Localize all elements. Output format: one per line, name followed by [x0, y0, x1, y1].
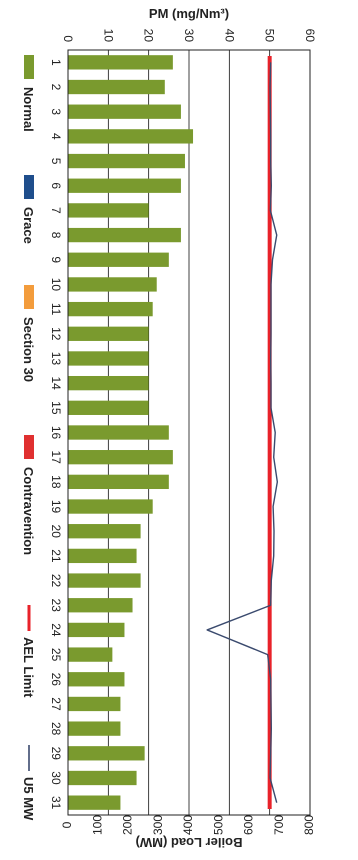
x-tick-label: 27: [49, 697, 63, 711]
y-tick-label: 0: [61, 35, 75, 42]
bar-normal-6: [68, 178, 181, 193]
x-tick-label: 28: [49, 722, 63, 736]
bar-normal-11: [68, 301, 153, 317]
bar-normal-10: [68, 277, 157, 292]
legend-label-u5-mw: U5 MW: [21, 777, 36, 821]
x-tick-label: 6: [49, 182, 63, 189]
x-tick-label: 20: [49, 525, 63, 539]
legend-label-normal: Normal: [21, 87, 36, 132]
x-tick-label: 19: [49, 500, 63, 514]
bar-normal-31: [68, 795, 121, 810]
bar-normal-21: [68, 548, 137, 564]
bar-normal-29: [68, 746, 145, 761]
x-tick-label: 23: [49, 599, 63, 613]
x-tick-label: 29: [49, 747, 63, 761]
line-series: [206, 56, 279, 809]
x-tick-label: 15: [49, 401, 63, 415]
bar-normal-13: [68, 351, 149, 366]
bar-normal-23: [68, 598, 133, 613]
bar-normal-2: [68, 79, 165, 95]
x-tick-label: 31: [49, 796, 63, 810]
x-tick-label: 22: [49, 574, 63, 588]
y2-tick-label: 700: [272, 815, 286, 835]
plot-frame: [67, 49, 311, 816]
y-axis-title: PM (mg/Nm³): [149, 6, 229, 21]
bar-series-normal: [67, 55, 194, 810]
y2-tick-label: 400: [181, 815, 195, 835]
x-tick-label: 16: [49, 426, 63, 440]
y-tick-label: 30: [182, 29, 196, 43]
legend-label-section-30: Section 30: [21, 317, 36, 382]
y-tick-label: 60: [303, 29, 317, 43]
x-tick-label: 11: [49, 303, 63, 316]
x-tick-label: 10: [49, 278, 63, 292]
bar-normal-20: [68, 524, 141, 539]
bar-normal-3: [68, 104, 181, 119]
bar-normal-25: [68, 647, 113, 662]
bar-normal-4: [68, 129, 194, 144]
bar-normal-17: [68, 450, 173, 465]
bar-normal-7: [68, 203, 149, 218]
x-tick-label: 14: [49, 376, 63, 390]
bar-normal-30: [68, 770, 137, 786]
legend-label-contravention: Contravention: [21, 467, 36, 555]
y-tick-label: 40: [222, 29, 236, 43]
bar-normal-1: [68, 55, 173, 70]
y2-tick-label: 800: [302, 815, 316, 835]
x-tick-label: 5: [49, 158, 63, 165]
x-tick-label: 25: [49, 648, 63, 662]
bar-normal-24: [67, 622, 125, 638]
x-tick-label: 26: [49, 673, 63, 687]
bar-normal-9: [67, 252, 169, 267]
bar-normal-18: [67, 474, 169, 490]
x-tick-label: 2: [49, 84, 63, 91]
x-tick-label: 8: [49, 232, 63, 239]
axes: 0 10 20 30 40 50 600 100 200 300 400 500 600 700 80012…: [49, 6, 317, 850]
legend: Normal Grace Section 30 Contravention AEL Li…: [21, 55, 36, 821]
y2-tick-label: 200: [121, 815, 135, 835]
x-tick-label: 4: [49, 133, 63, 140]
legend-swatch-contravention: [24, 435, 34, 459]
bar-normal-22: [68, 573, 141, 588]
bar-normal-8: [68, 227, 181, 243]
x-tick-label: 9: [49, 256, 63, 263]
y2-tick-label: 500: [211, 815, 225, 835]
legend-swatch-section-30: [24, 285, 34, 309]
legend-swatch-normal: [24, 55, 34, 79]
y-tick-label: 50: [263, 29, 277, 43]
legend-label-grace: Grace: [21, 207, 36, 244]
x-tick-label: 24: [49, 623, 63, 637]
y2-tick-label: 100: [90, 815, 104, 835]
bar-normal-19: [68, 499, 153, 514]
bar-normal-14: [68, 375, 149, 391]
bar-normal-16: [67, 425, 169, 440]
legend-swatch-grace: [24, 175, 34, 199]
y2-tick-label: 600: [242, 815, 256, 835]
y2-axis-title: Boiler Load (MW): [136, 835, 243, 850]
x-tick-label: 17: [49, 450, 63, 464]
bar-normal-15: [68, 400, 149, 415]
x-tick-label: 7: [49, 207, 63, 214]
x-tick-label: 21: [49, 549, 63, 563]
x-tick-label: 12: [49, 327, 63, 341]
y2-tick-label: 0: [60, 821, 74, 828]
bar-normal-26: [67, 672, 125, 687]
y2-tick-label: 300: [151, 815, 165, 835]
x-tick-label: 1: [49, 59, 63, 66]
x-tick-label: 3: [49, 108, 63, 115]
bar-normal-27: [68, 696, 121, 712]
legend-label-ael-limit: AEL Limit: [21, 637, 36, 698]
y-tick-label: 10: [101, 29, 115, 43]
x-tick-label: 30: [49, 771, 63, 785]
x-tick-label: 13: [49, 352, 63, 366]
bar-normal-28: [68, 721, 121, 736]
bar-normal-12: [68, 326, 149, 341]
x-tick-label: 18: [49, 475, 63, 489]
bar-normal-5: [67, 153, 185, 169]
y-tick-label: 20: [142, 29, 156, 43]
line-u5-mw: [206, 62, 279, 803]
